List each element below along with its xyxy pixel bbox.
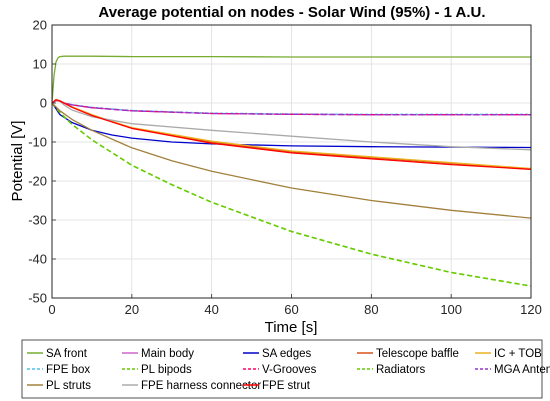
y-tick-label-3: -10 (28, 135, 47, 150)
series-layer (51, 55, 532, 287)
x-tick-label-1: 20 (125, 302, 139, 317)
y-tick-label-0: 20 (33, 18, 47, 33)
x-tick-label-4: 80 (364, 302, 378, 317)
series-line-5 (51, 99, 531, 115)
y-axis-label: Potential [V] (9, 121, 26, 202)
x-tick-label-6: 120 (520, 302, 542, 317)
legend-label-11: FPE harness connector (141, 380, 261, 392)
x-tick-label-0: 0 (48, 302, 55, 317)
series-line-10 (51, 102, 532, 219)
legend: SA front Main body SA edges Telescope baffl… (27, 348, 550, 392)
x-tick-label-2: 40 (204, 302, 218, 317)
y-tick-label-7: -50 (28, 291, 47, 306)
legend-label-8: Radiators (376, 364, 425, 376)
y-tick-label-4: -20 (28, 174, 47, 189)
legend-label-7: V-Grooves (262, 364, 317, 376)
y-tick-label-2: 0 (40, 96, 47, 111)
legend-label-10: PL struts (46, 380, 91, 392)
y-tick-label-5: -30 (28, 213, 47, 228)
series-line-2 (51, 102, 532, 149)
legend-label-6: PL bipods (141, 364, 192, 376)
legend-label-5: FPE box (46, 364, 90, 376)
series-line-9 (51, 100, 531, 116)
x-tick-label-3: 60 (284, 302, 298, 317)
legend-label-3: Telescope baffle (376, 348, 459, 360)
series-line-0 (51, 55, 531, 104)
y-tick-label-6: -40 (28, 252, 47, 267)
legend-label-1: Main body (141, 348, 194, 360)
legend-label-9: MGA Antenna (494, 364, 550, 376)
legend-label-4: IC + TOB (494, 348, 542, 360)
series-line-8 (51, 102, 532, 287)
legend-label-2: SA edges (262, 348, 311, 360)
legend-label-0: SA front (46, 348, 88, 360)
x-tick-label-5: 100 (440, 302, 462, 317)
chart-title: Average potential on nodes - Solar Wind … (98, 4, 485, 21)
legend-box (21, 339, 543, 399)
x-axis-label: Time [s] (265, 319, 318, 336)
series-line-12 (51, 99, 532, 170)
y-tick-label-1: 10 (33, 57, 47, 72)
legend-label-12: FPE strut (262, 380, 311, 392)
